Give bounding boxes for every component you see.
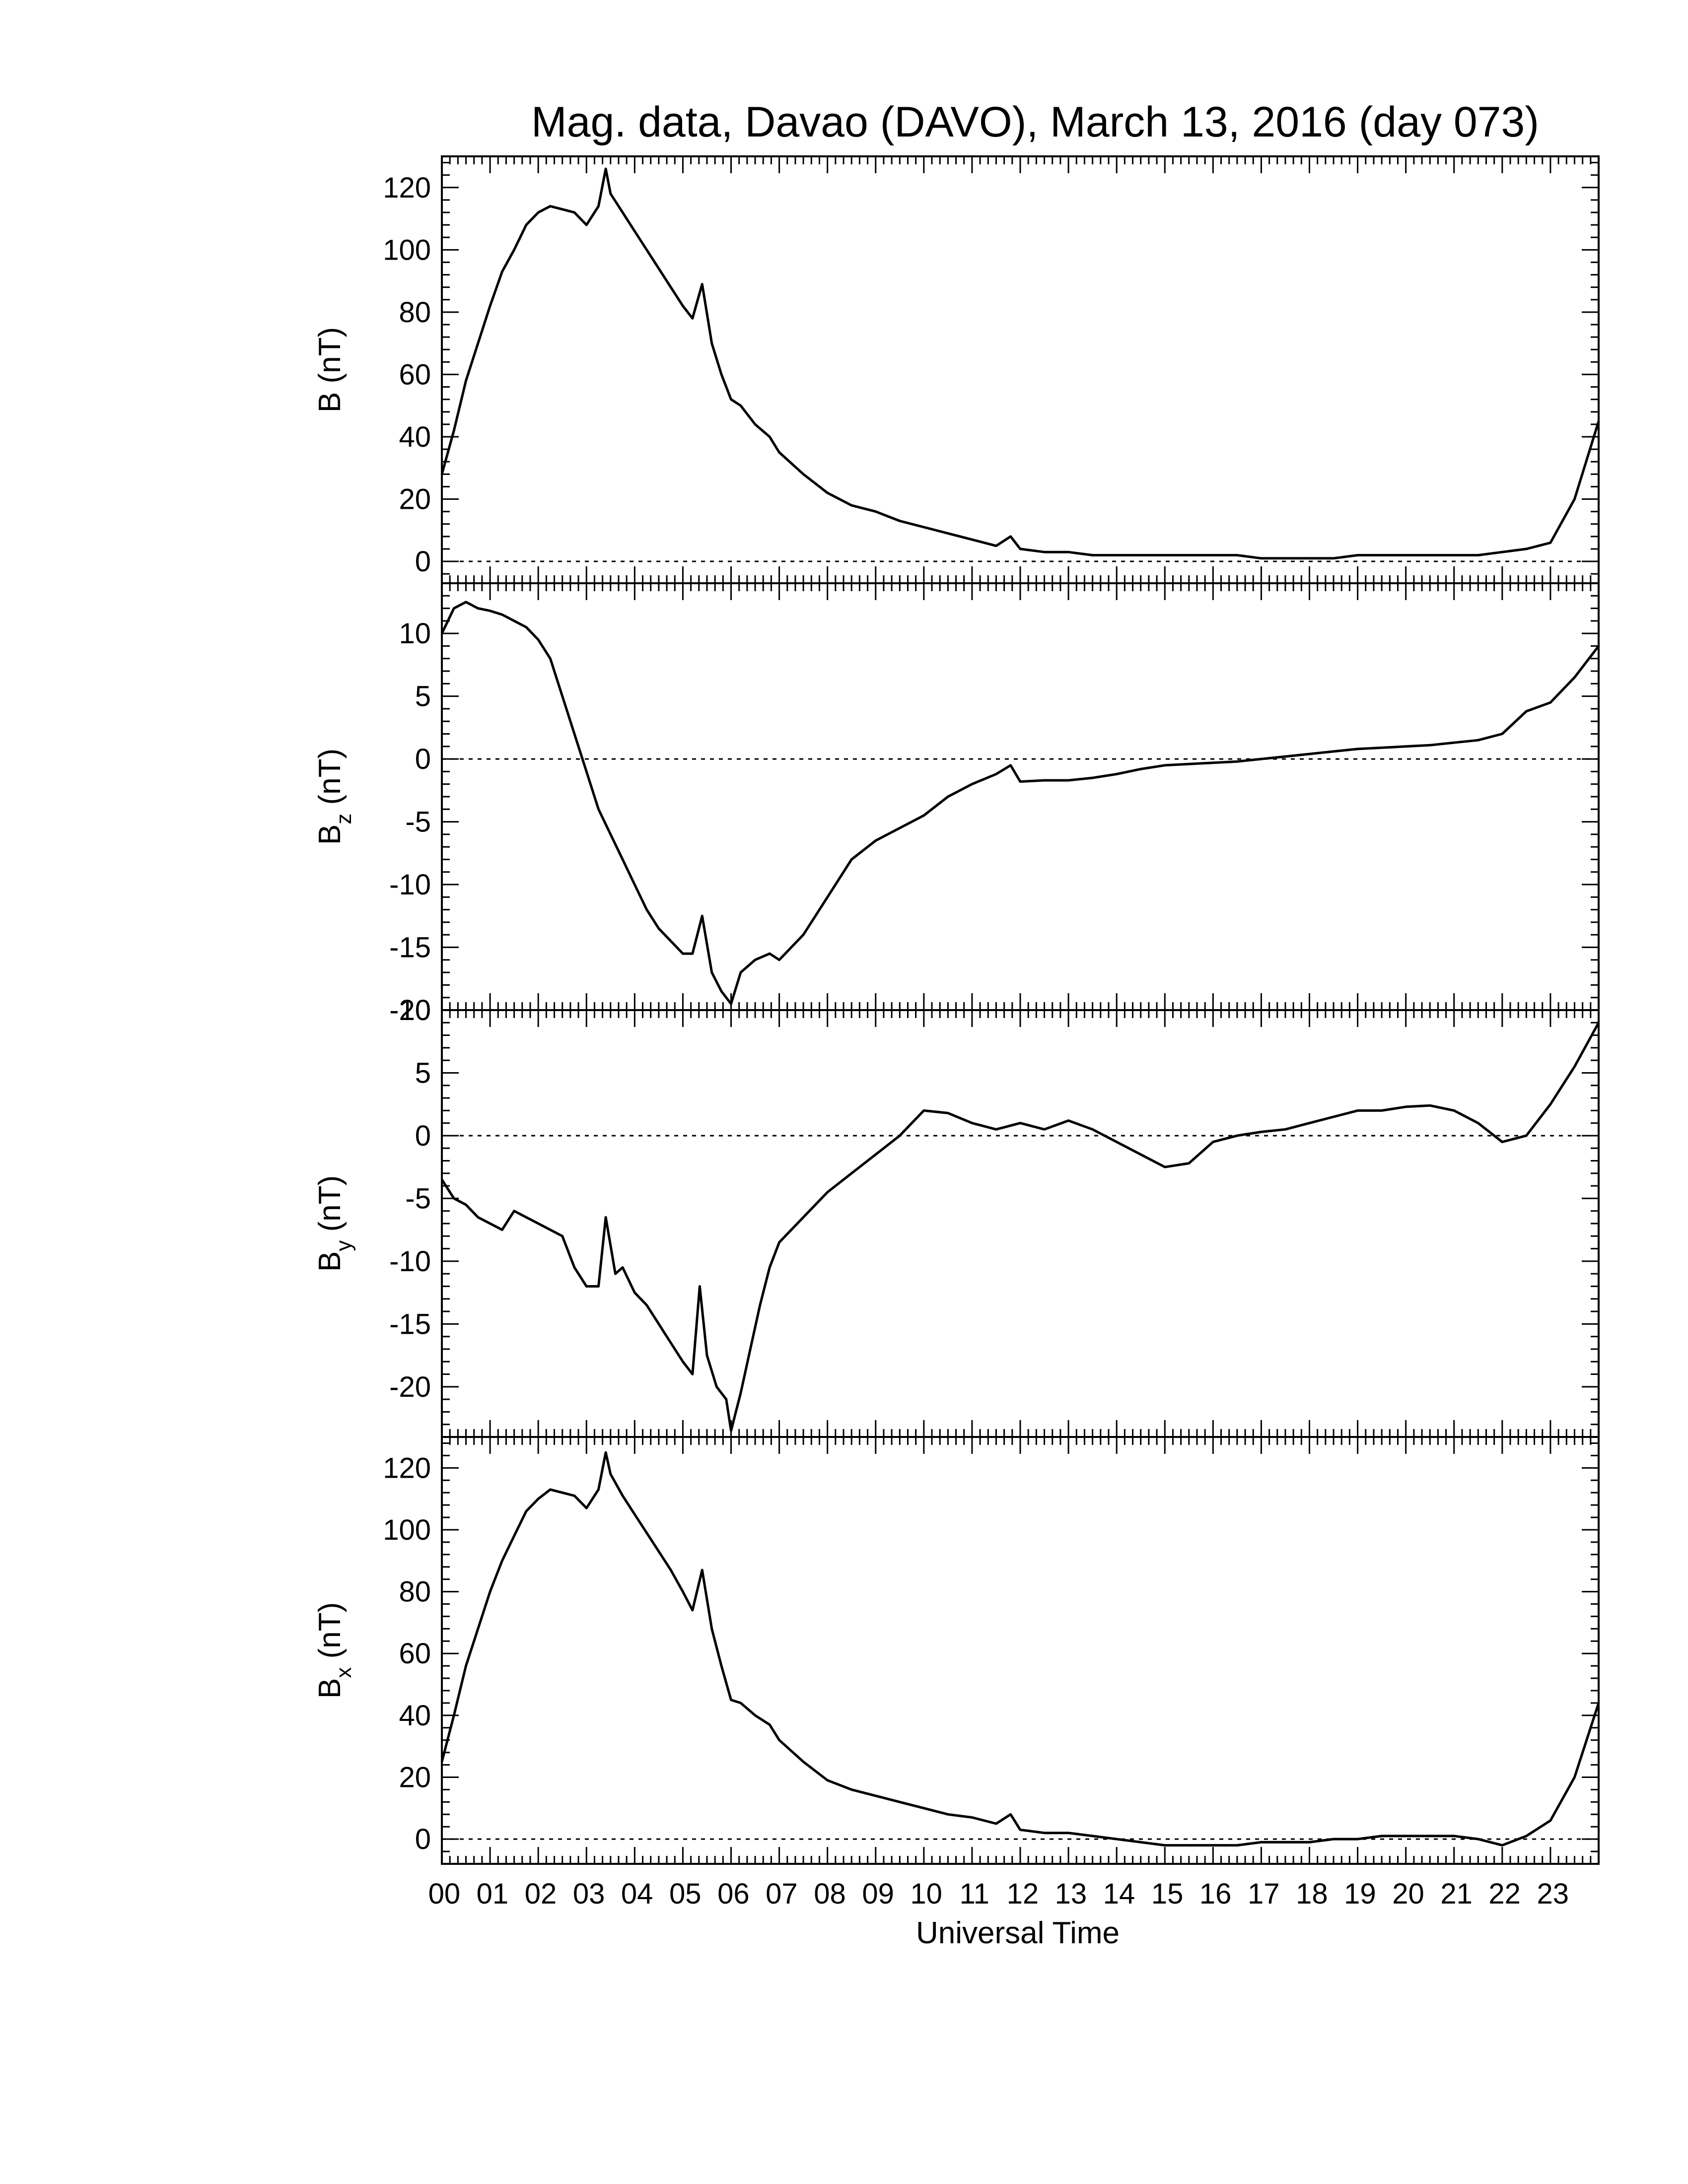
y-axis-label: Bx (nT) <box>313 1602 356 1699</box>
y-tick-label: 10 <box>399 617 431 650</box>
panel-2: -20 -15 -10 -5 0 5 10 By (nT) <box>313 994 1600 1438</box>
x-tick-label: 02 <box>525 1878 557 1910</box>
y-tick-label: 0 <box>415 1120 431 1152</box>
y-axis-label-main: B <box>313 1251 347 1272</box>
y-tick-label: 60 <box>399 358 431 391</box>
y-tick-label: 0 <box>415 546 431 578</box>
x-tick-label: 07 <box>766 1878 798 1910</box>
y-axis-label-subscript: x <box>332 1667 356 1678</box>
y-tick-label: 100 <box>383 1514 431 1546</box>
y-tick-label: -5 <box>405 806 431 838</box>
y-axis-label: B (nT) <box>313 327 347 412</box>
y-tick-label: 0 <box>415 743 431 775</box>
panel-0: 0 20 40 60 80 100 120 B (nT) <box>313 155 1600 584</box>
x-tick-label: 04 <box>621 1878 653 1910</box>
x-tick-label: 21 <box>1440 1878 1473 1910</box>
y-tick-label: 40 <box>399 421 431 453</box>
x-tick-label: 09 <box>862 1878 894 1910</box>
y-tick-label: 80 <box>399 1576 431 1608</box>
y-tick-label: 0 <box>415 1823 431 1855</box>
panel-frame <box>441 155 1600 584</box>
x-tick-label: 00 <box>428 1878 461 1910</box>
y-axis-label-unit: (nT) <box>313 1602 347 1667</box>
x-tick-label: 19 <box>1344 1878 1376 1910</box>
x-tick-label: 16 <box>1199 1878 1232 1910</box>
y-axis-label: Bz (nT) <box>313 749 356 845</box>
x-tick-label: 12 <box>1007 1878 1039 1910</box>
y-tick-label: -15 <box>389 932 431 964</box>
y-tick-label: 20 <box>399 1762 431 1794</box>
x-tick-label: 06 <box>717 1878 750 1910</box>
y-tick-label: 120 <box>383 172 431 204</box>
x-tick-label: 22 <box>1488 1878 1521 1910</box>
series-line <box>440 167 1600 560</box>
x-tick-label: 08 <box>814 1878 846 1910</box>
x-tick-labels: 00 01 02 03 04 05 06 07 08 09 10 11 12 13 14 15 16 17 18 19… <box>428 1878 1569 1910</box>
x-tick-label: 23 <box>1537 1878 1569 1910</box>
y-tick-label: -5 <box>405 1182 431 1215</box>
series-line <box>440 1451 1600 1847</box>
x-tick-label: 18 <box>1296 1878 1328 1910</box>
y-tick-label: 120 <box>383 1452 431 1484</box>
x-tick-label: 13 <box>1055 1878 1087 1910</box>
x-axis-label: Universal Time <box>916 1916 1120 1950</box>
y-tick-label: 100 <box>383 234 431 266</box>
y-tick-label: 5 <box>415 681 431 713</box>
panel-1: -20 -15 -10 -5 0 5 10 Bz (nT) <box>313 582 1600 1026</box>
y-tick-label: -20 <box>389 1371 431 1403</box>
x-tick-label: 14 <box>1103 1878 1135 1910</box>
y-tick-label: 10 <box>399 994 431 1026</box>
x-tick-label: 11 <box>960 1878 989 1910</box>
y-tick-label: 40 <box>399 1700 431 1732</box>
panel-3: 0 20 40 60 80 100 120 Bx (nT) <box>313 1436 1600 1865</box>
y-axis-label-main: B (nT) <box>313 327 347 412</box>
x-tick-label: 10 <box>910 1878 942 1910</box>
y-axis-label-unit: (nT) <box>313 1175 347 1240</box>
x-tick-label: 17 <box>1248 1878 1280 1910</box>
y-axis-label-main: B <box>313 824 347 845</box>
chart-title: Mag. data, Davao (DAVO), March 13, 2016 … <box>531 98 1539 146</box>
y-axis-label-subscript: z <box>332 814 356 824</box>
series-line <box>440 601 1600 1005</box>
y-tick-label: -10 <box>389 1245 431 1278</box>
panel-frame <box>441 1436 1600 1865</box>
x-tick-label: 05 <box>669 1878 702 1910</box>
y-axis-label: By (nT) <box>313 1175 356 1272</box>
y-tick-label: -15 <box>389 1308 431 1340</box>
y-tick-label: 20 <box>399 483 431 516</box>
y-axis-label-subscript: y <box>332 1240 356 1251</box>
panel-frame <box>441 582 1600 1011</box>
series-line <box>440 1022 1600 1432</box>
x-tick-label: 03 <box>573 1878 605 1910</box>
y-tick-label: -20 <box>389 994 431 1026</box>
y-tick-label: -10 <box>389 869 431 901</box>
y-tick-label: 60 <box>399 1638 431 1670</box>
y-axis-label-unit: (nT) <box>313 749 347 814</box>
y-tick-label: 5 <box>415 1057 431 1089</box>
x-tick-label: 15 <box>1151 1878 1184 1910</box>
x-tick-label: 01 <box>477 1878 509 1910</box>
y-axis-label-main: B <box>313 1678 347 1699</box>
y-tick-label: 80 <box>399 296 431 329</box>
x-tick-label: 20 <box>1392 1878 1424 1910</box>
panel-frame <box>441 1009 1600 1438</box>
